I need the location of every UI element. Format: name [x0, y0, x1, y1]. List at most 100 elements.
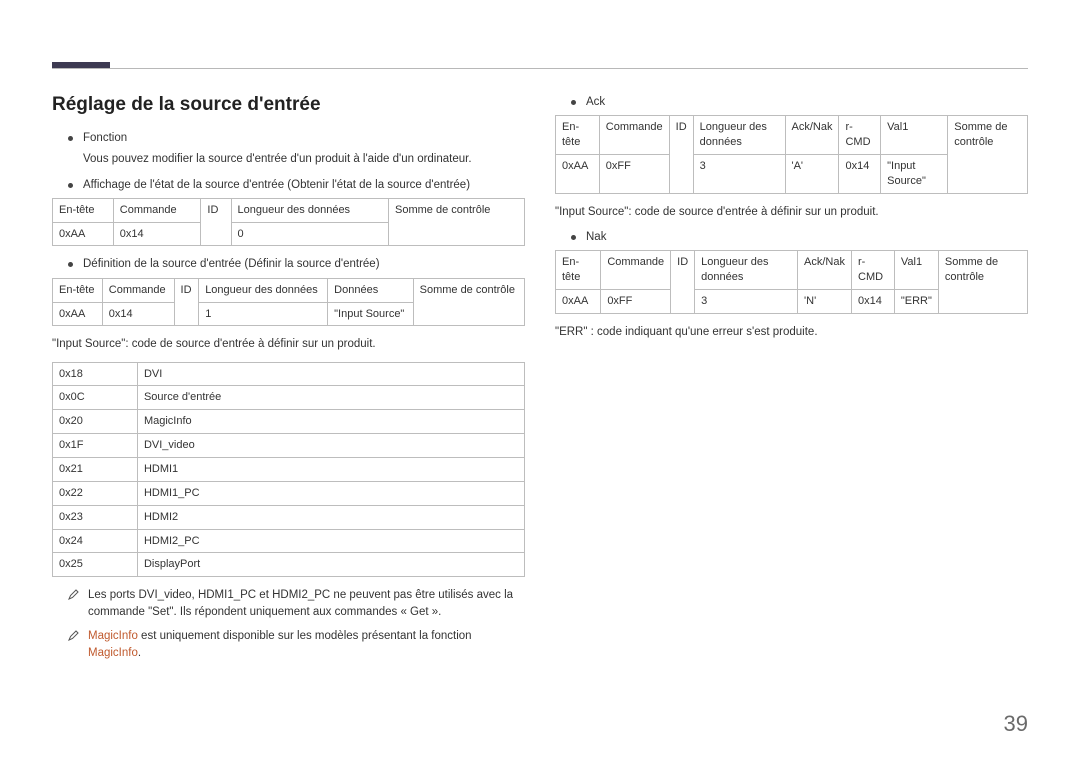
- bullet-definition: Définition de la source d'entrée (Défini…: [52, 256, 525, 273]
- table-ack: En-tête Commande ID Longueur des données…: [555, 115, 1028, 193]
- td: DVI_video: [137, 434, 524, 458]
- th: ID: [669, 116, 693, 193]
- td: HDMI1: [137, 458, 524, 482]
- note-part: est uniquement disponible sur les modèle…: [138, 630, 472, 642]
- table-row: En-tête Commande ID Longueur des données…: [53, 278, 525, 302]
- table-row: 0x0CSource d'entrée: [53, 386, 525, 410]
- th: Commande: [601, 251, 671, 290]
- note-part: .: [138, 647, 141, 659]
- left-column: Réglage de la source d'entrée Fonction V…: [52, 94, 525, 668]
- td: 0xAA: [556, 289, 601, 313]
- td: 0xFF: [599, 154, 669, 193]
- table-row: 0x24HDMI2_PC: [53, 529, 525, 553]
- table-get-state: En-tête Commande ID Longueur des données…: [52, 198, 525, 247]
- td: 0xAA: [53, 302, 103, 326]
- table-row: 0x21HDMI1: [53, 458, 525, 482]
- th: r-CMD: [839, 116, 881, 155]
- note-text: MagicInfo est uniquement disponible sur …: [88, 628, 525, 663]
- section-heading: Réglage de la source d'entrée: [52, 94, 525, 116]
- th: Commande: [102, 278, 174, 302]
- magicinfo-text: MagicInfo: [88, 647, 138, 659]
- bullet-icon: [571, 100, 576, 105]
- td: 1: [199, 302, 328, 326]
- td: 0xFF: [601, 289, 671, 313]
- th: Somme de contrôle: [938, 251, 1027, 314]
- bullet-fonction: Fonction: [52, 130, 525, 147]
- th: ID: [201, 198, 231, 246]
- table-row: En-tête Commande ID Longueur des données…: [53, 198, 525, 222]
- bullet-affichage: Affichage de l'état de la source d'entré…: [52, 177, 525, 194]
- th: Longueur des données: [695, 251, 798, 290]
- td: 0x21: [53, 458, 138, 482]
- bullet-icon: [68, 136, 73, 141]
- td: HDMI2_PC: [137, 529, 524, 553]
- th: Longueur des données: [231, 198, 388, 222]
- th: Val1: [894, 251, 938, 290]
- th: ID: [174, 278, 199, 326]
- content-columns: Réglage de la source d'entrée Fonction V…: [52, 94, 1028, 668]
- td: "Input Source": [881, 154, 948, 193]
- td: 0x14: [852, 289, 895, 313]
- bullet-nak: Nak: [555, 229, 1028, 246]
- bullet-text: Définition de la source d'entrée (Défini…: [83, 256, 525, 273]
- th: Somme de contrôle: [948, 116, 1028, 193]
- top-divider: [52, 68, 1028, 69]
- td: 0xAA: [53, 222, 114, 246]
- note-magicinfo: MagicInfo est uniquement disponible sur …: [52, 628, 525, 663]
- th: Val1: [881, 116, 948, 155]
- td: 0x18: [53, 362, 138, 386]
- td: 0: [231, 222, 388, 246]
- table-row: 0x1FDVI_video: [53, 434, 525, 458]
- td: DisplayPort: [137, 553, 524, 577]
- td: 0xAA: [556, 154, 600, 193]
- bullet-icon: [571, 235, 576, 240]
- td: 0x24: [53, 529, 138, 553]
- pencil-icon: [68, 629, 80, 641]
- bullet-text: Affichage de l'état de la source d'entré…: [83, 177, 525, 194]
- td: 3: [693, 154, 785, 193]
- td: 0x23: [53, 505, 138, 529]
- table-source-codes: 0x18DVI0x0CSource d'entrée0x20MagicInfo0…: [52, 362, 525, 578]
- bullet-icon: [68, 183, 73, 188]
- magicinfo-text: MagicInfo: [88, 630, 138, 642]
- table-set-source: En-tête Commande ID Longueur des données…: [52, 278, 525, 327]
- th: r-CMD: [852, 251, 895, 290]
- table-row: En-tête Commande ID Longueur des données…: [556, 251, 1028, 290]
- page-number: 39: [1004, 711, 1028, 737]
- th: Ack/Nak: [798, 251, 852, 290]
- td: 3: [695, 289, 798, 313]
- td: 'A': [785, 154, 839, 193]
- th: En-tête: [556, 251, 601, 290]
- td: 0x14: [113, 222, 201, 246]
- th: Commande: [599, 116, 669, 155]
- th: Données: [328, 278, 413, 302]
- bullet-ack: Ack: [555, 94, 1028, 111]
- table-row: 0x25DisplayPort: [53, 553, 525, 577]
- td: 0x14: [102, 302, 174, 326]
- td: 0x14: [839, 154, 881, 193]
- td: 0x1F: [53, 434, 138, 458]
- th: Ack/Nak: [785, 116, 839, 155]
- bullet-text: Ack: [586, 94, 1028, 111]
- td: 0x22: [53, 481, 138, 505]
- table-nak: En-tête Commande ID Longueur des données…: [555, 250, 1028, 314]
- td: "Input Source": [328, 302, 413, 326]
- th: Somme de contrôle: [389, 198, 525, 246]
- th: En-tête: [53, 198, 114, 222]
- bullet-icon: [68, 262, 73, 267]
- td: HDMI1_PC: [137, 481, 524, 505]
- table-row: 0x23HDMI2: [53, 505, 525, 529]
- table-row: 0x20MagicInfo: [53, 410, 525, 434]
- note-inputsource: "Input Source": code de source d'entrée …: [52, 336, 525, 353]
- td: DVI: [137, 362, 524, 386]
- td: Source d'entrée: [137, 386, 524, 410]
- th: Longueur des données: [199, 278, 328, 302]
- nak-note: "ERR" : code indiquant qu'une erreur s'e…: [555, 324, 1028, 341]
- ack-note: "Input Source": code de source d'entrée …: [555, 204, 1028, 221]
- note-ports: Les ports DVI_video, HDMI1_PC et HDMI2_P…: [52, 587, 525, 622]
- td: 0x25: [53, 553, 138, 577]
- td: 0x20: [53, 410, 138, 434]
- table-row: En-tête Commande ID Longueur des données…: [556, 116, 1028, 155]
- td: HDMI2: [137, 505, 524, 529]
- th: En-tête: [556, 116, 600, 155]
